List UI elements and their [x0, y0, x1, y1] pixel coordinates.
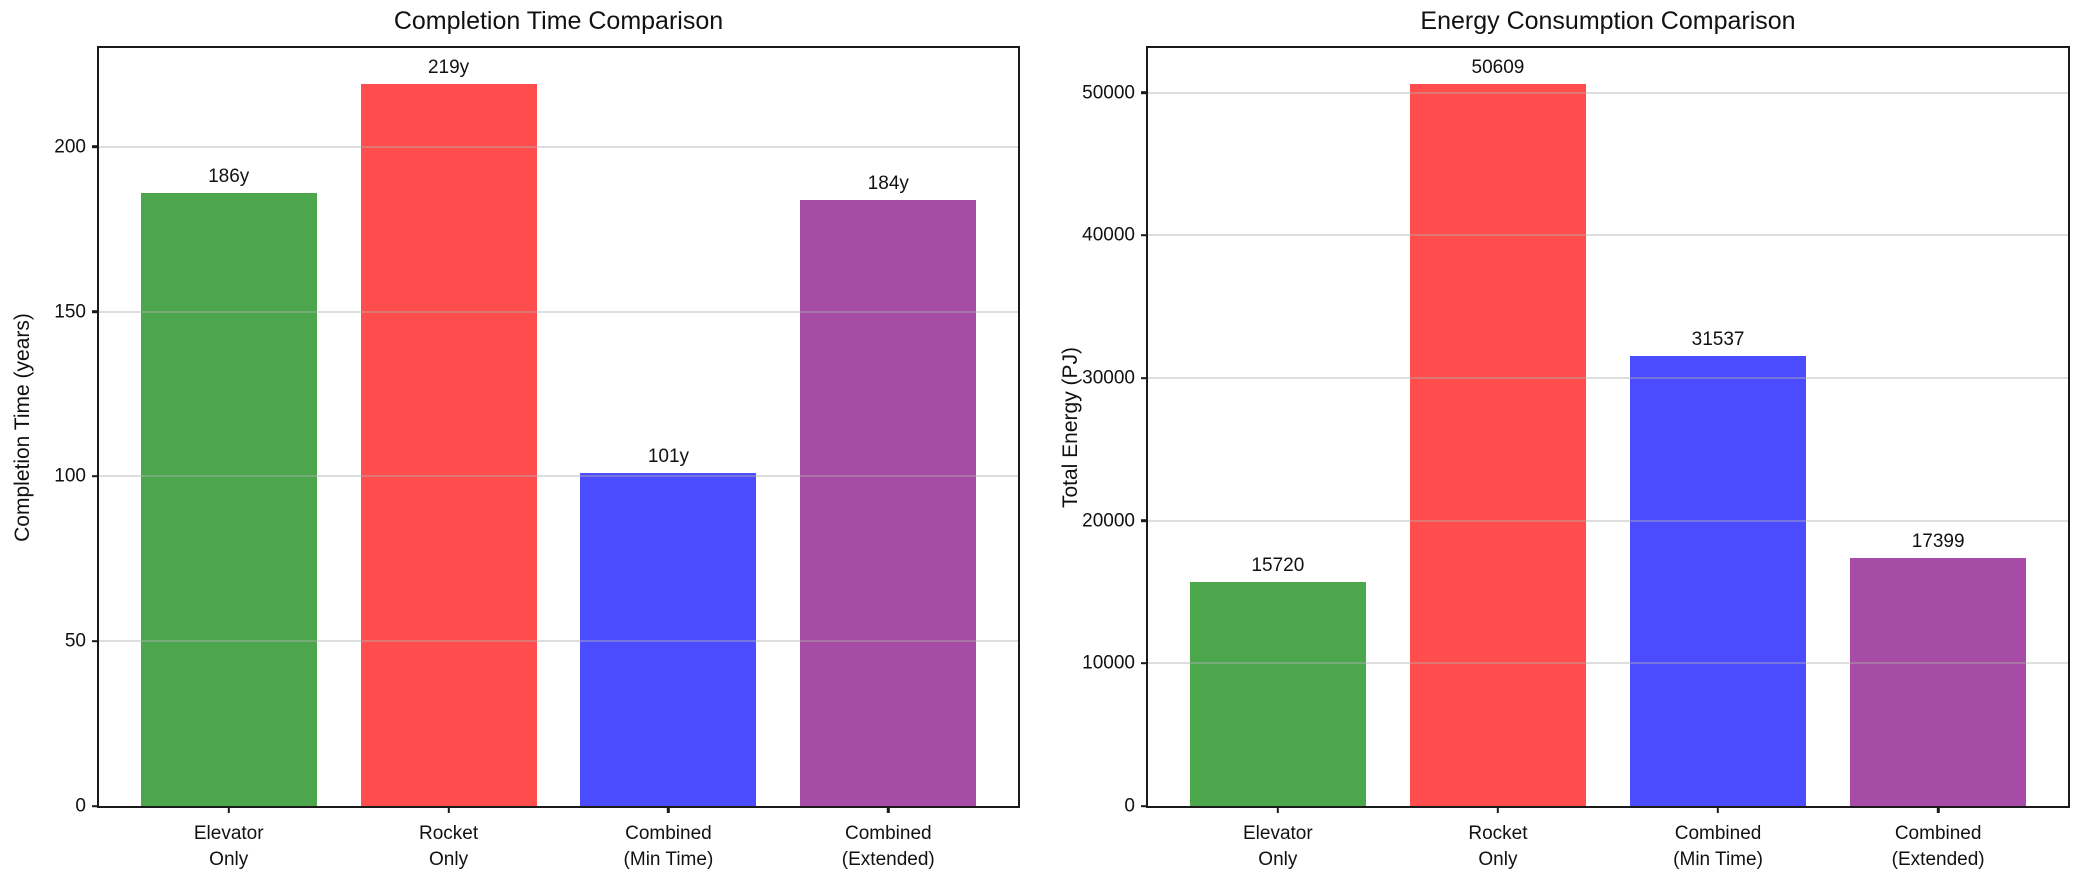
- x-tick-mark: [667, 806, 670, 813]
- bar-value-label: 15720: [1251, 554, 1305, 576]
- bar: [1189, 581, 1366, 806]
- y-tick-label: 100: [54, 465, 86, 487]
- x-tick-label: Combined (Min Time): [1673, 823, 1763, 870]
- y-tick-mark: [92, 310, 99, 313]
- y-tick-mark: [1141, 804, 1148, 808]
- bar-value-label: 101y: [647, 446, 690, 468]
- chart-title: Completion Time Comparison: [393, 7, 724, 35]
- gridline: [1148, 377, 2068, 380]
- x-tick-label: Rocket Only: [418, 823, 479, 870]
- y-tick-mark: [1141, 662, 1148, 665]
- y-tick-label: 40000: [1082, 224, 1135, 246]
- y-tick-label: 150: [54, 301, 86, 323]
- y-tick-label: 20000: [1082, 510, 1135, 532]
- bar: [360, 84, 537, 806]
- x-tick-label: Combined (Min Time): [623, 823, 714, 870]
- plot-area: 0 10000 20000 30000 40000 50000 15720 Elevator …: [1082, 46, 2070, 870]
- x-tick-label: Rocket Only: [1468, 823, 1528, 870]
- x-tick-label: Combined (Extended): [1891, 823, 1985, 870]
- x-tick-mark: [1936, 806, 1940, 813]
- y-tick-mark: [92, 640, 99, 643]
- y-tick-mark: [92, 475, 99, 478]
- x-tick-mark: [1716, 806, 1720, 813]
- gridline: [99, 145, 1018, 148]
- y-tick-label: 10000: [1082, 652, 1135, 674]
- plot-area: 0 50 100 150 200 186y Elevator Only 219y Rocket …: [54, 46, 1020, 870]
- y-tick-mark: [1141, 91, 1148, 94]
- gridline: [1148, 519, 2068, 522]
- gridline: [1148, 234, 2068, 237]
- bar: [1630, 356, 1807, 806]
- y-axis-label: Total Energy (PJ): [1059, 346, 1083, 508]
- bar: [140, 193, 317, 806]
- y-tick-mark: [92, 804, 99, 808]
- bar-value-label: 17399: [1911, 530, 1965, 552]
- bar-value-label: 219y: [427, 57, 470, 79]
- x-tick-label: Combined (Extended): [841, 823, 935, 870]
- bar: [1409, 84, 1586, 806]
- y-tick-label: 50: [64, 630, 86, 652]
- y-tick-label: 200: [54, 136, 86, 158]
- y-tick-label: 0: [75, 795, 86, 817]
- y-tick-label: 30000: [1082, 367, 1135, 389]
- bar: [580, 473, 757, 806]
- bar-value-label: 50609: [1471, 57, 1525, 79]
- x-tick-mark: [447, 806, 450, 813]
- bar: [800, 199, 977, 806]
- x-tick-mark: [1496, 806, 1500, 813]
- x-tick-label: Elevator Only: [1242, 823, 1313, 870]
- bar-value-label: 184y: [867, 172, 909, 194]
- chart-energy-consumption: Energy Consumption Comparison Total Ener…: [1060, 9, 2070, 870]
- y-tick-mark: [1141, 234, 1148, 237]
- chart-completion-time: Completion Time Comparison Completion Ti…: [11, 9, 1020, 870]
- y-tick-mark: [92, 145, 99, 149]
- y-axis-label: Completion Time (years): [10, 312, 34, 542]
- x-tick-mark: [227, 806, 230, 813]
- bar-value-label: 31537: [1691, 329, 1745, 351]
- y-tick-label: 50000: [1082, 82, 1135, 104]
- x-tick-mark: [887, 806, 890, 813]
- bar-value-label: 186y: [208, 166, 250, 188]
- y-tick-mark: [1141, 519, 1148, 522]
- chart-title: Energy Consumption Comparison: [1420, 7, 1796, 35]
- y-tick-mark: [1141, 376, 1148, 380]
- x-tick-mark: [1276, 806, 1280, 813]
- x-tick-label: Elevator Only: [193, 823, 264, 870]
- bar: [1850, 557, 2027, 806]
- gridline: [1148, 91, 2068, 94]
- y-tick-label: 0: [1124, 795, 1135, 817]
